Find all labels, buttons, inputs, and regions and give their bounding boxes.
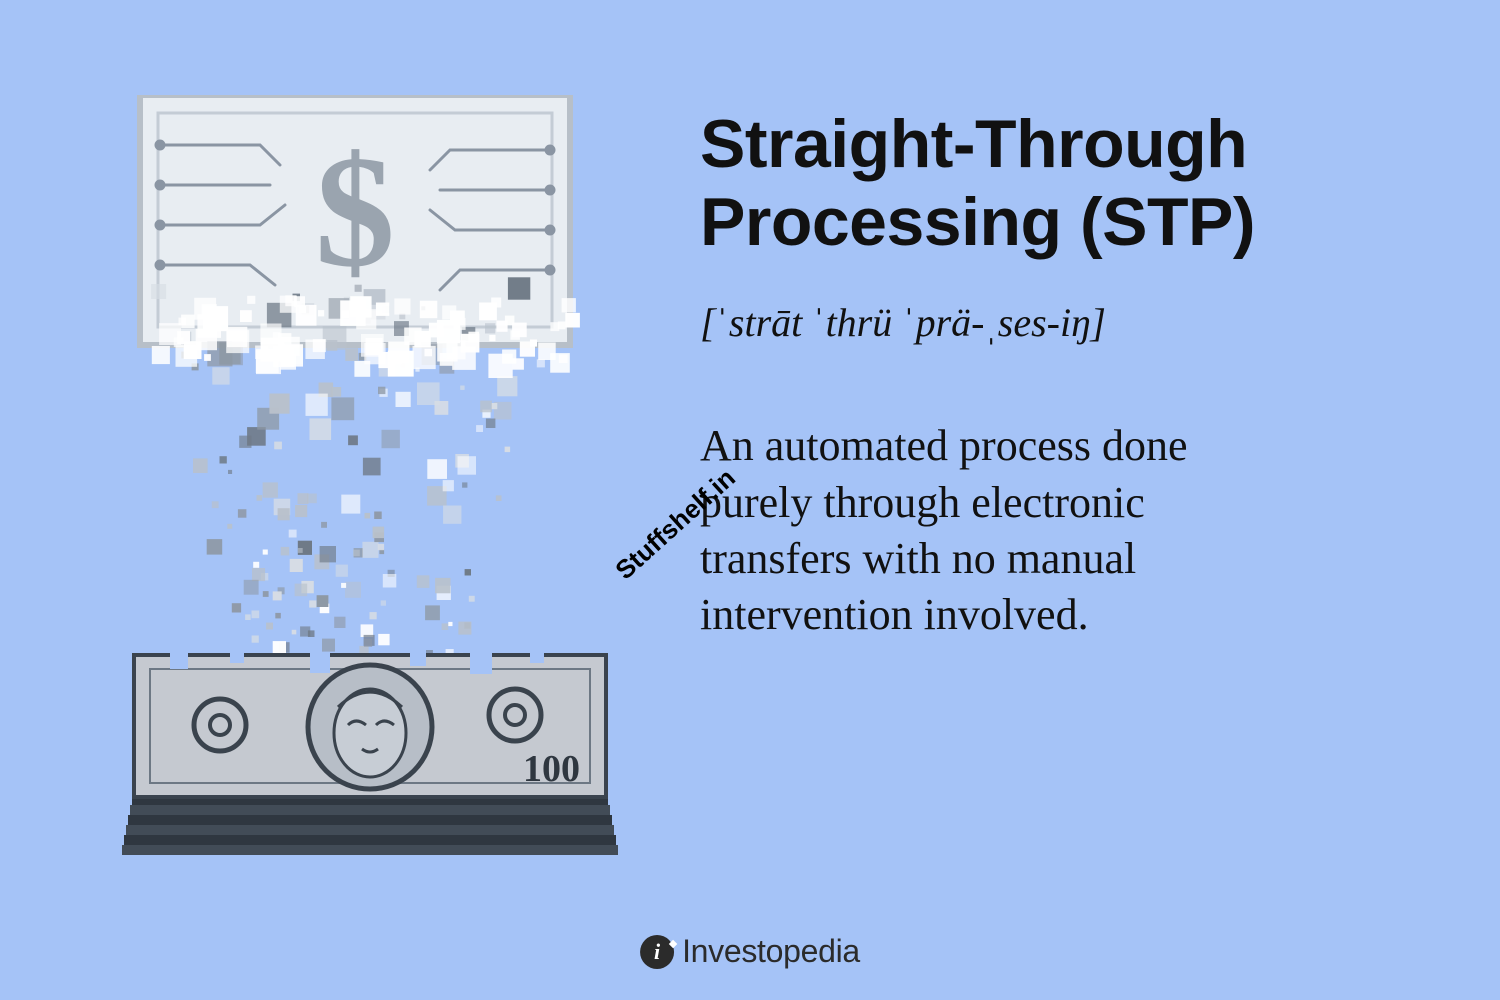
dollar-sign-icon: $ <box>315 122 395 300</box>
denomination-label: 100 <box>523 748 580 790</box>
infographic-canvas: $ <box>0 0 1500 1000</box>
pronunciation-text: [ˈstrāt ˈthrü ˈprä-ˌses-iŋ] <box>700 299 1380 346</box>
definition-text: An automated process done purely through… <box>700 418 1260 643</box>
definition-block: Straight-Through Processing (STP) [ˈstrā… <box>700 105 1380 644</box>
pixel-particles <box>151 277 580 658</box>
title-line-1: Straight-Through <box>700 106 1247 182</box>
title-line-2: Processing (STP) <box>700 184 1255 260</box>
money-digitization-illustration: $ <box>110 95 630 895</box>
brand-name: Investopedia <box>682 933 860 970</box>
brand-footer: i Investopedia <box>640 933 860 970</box>
brand-logo-icon: i <box>640 935 674 969</box>
cash-stack: 100 <box>122 649 618 855</box>
term-title: Straight-Through Processing (STP) <box>700 105 1380 261</box>
